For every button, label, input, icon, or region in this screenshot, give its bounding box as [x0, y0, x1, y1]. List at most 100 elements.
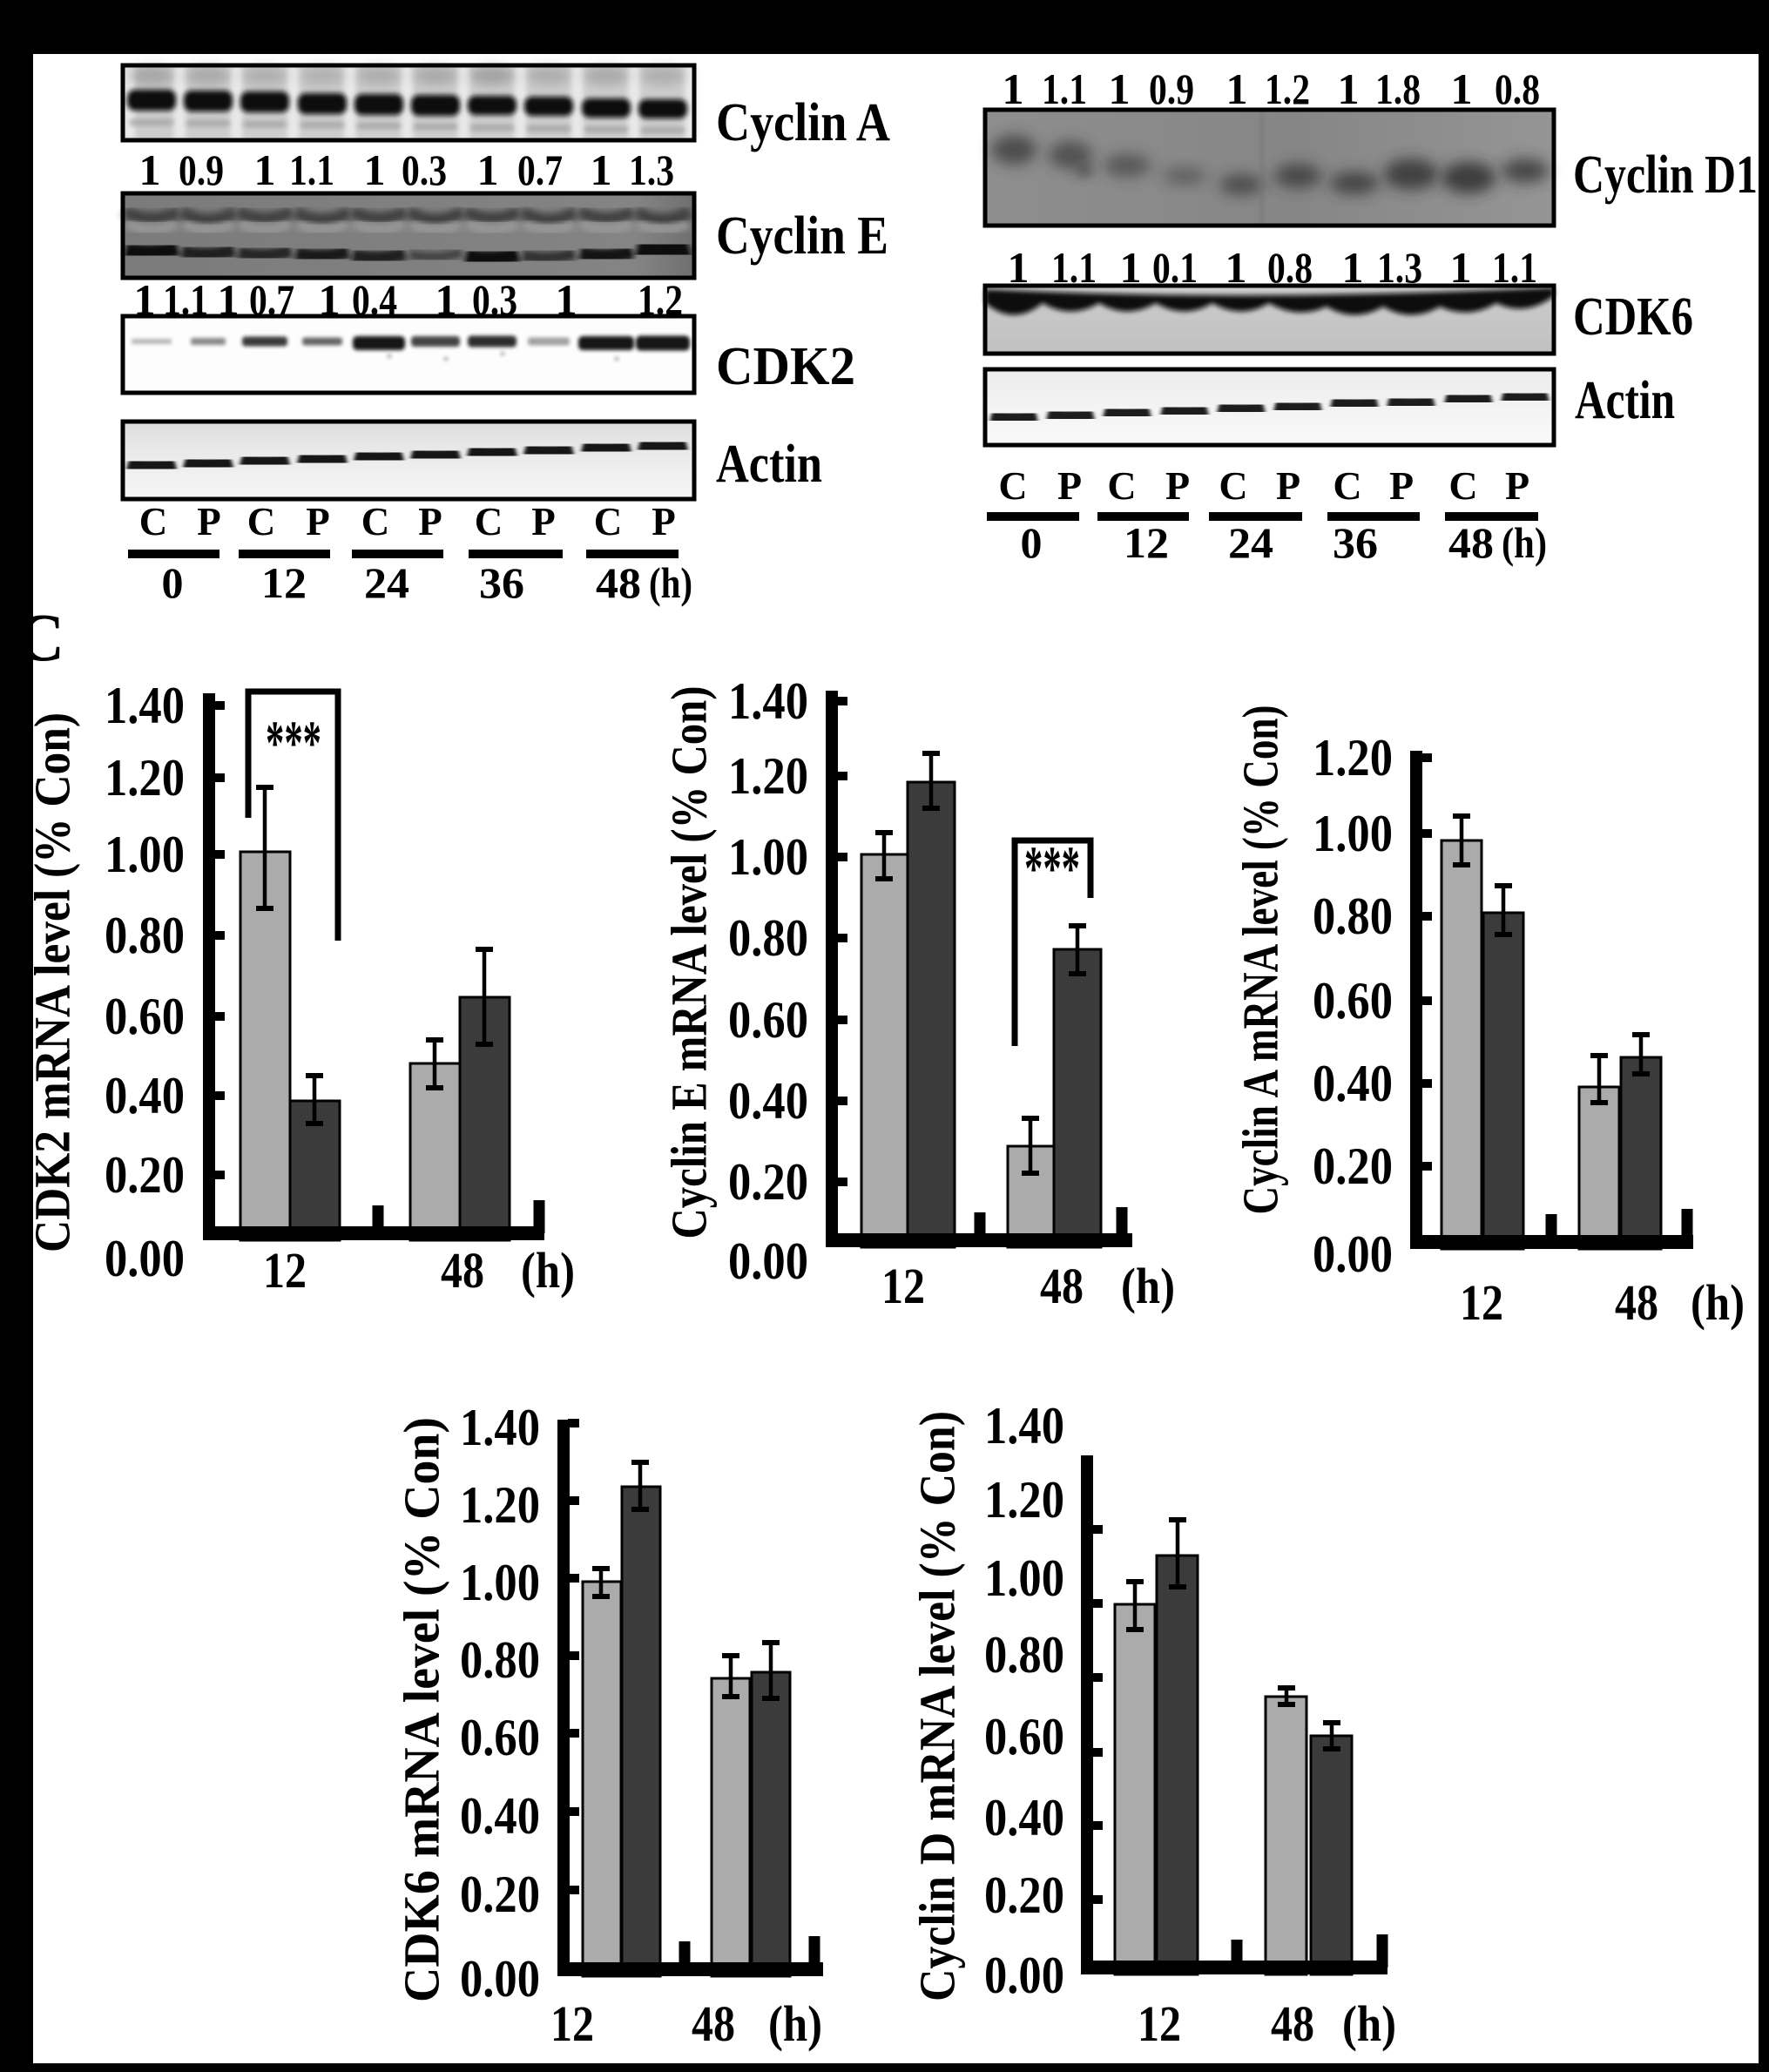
svg-text:1.00: 1.00: [728, 828, 808, 886]
svg-text:0.7: 0.7: [517, 145, 563, 194]
svg-text:0.20: 0.20: [105, 1146, 185, 1204]
svg-text:1.40: 1.40: [460, 1399, 540, 1456]
svg-text:P: P: [652, 500, 676, 543]
svg-text:0.20: 0.20: [460, 1866, 540, 1923]
svg-text:48: 48: [596, 558, 641, 607]
svg-text:C: C: [1448, 463, 1477, 508]
svg-text:0.60: 0.60: [984, 1708, 1064, 1765]
svg-text:0.80: 0.80: [460, 1631, 540, 1689]
svg-text:0.60: 0.60: [460, 1709, 540, 1766]
svg-text:1.3: 1.3: [629, 145, 674, 194]
svg-text:0.00: 0.00: [105, 1230, 185, 1287]
svg-text:1.40: 1.40: [105, 677, 185, 734]
svg-text:1: 1: [477, 145, 499, 194]
svg-text:48: 48: [692, 1995, 735, 2052]
svg-text:1.00: 1.00: [105, 826, 185, 883]
svg-text:Cyclin A mRNA level (% Con): Cyclin A mRNA level (% Con): [1232, 705, 1289, 1215]
svg-text:48: 48: [1615, 1274, 1658, 1331]
svg-text:1.20: 1.20: [105, 749, 185, 807]
svg-text:12: 12: [263, 1242, 307, 1299]
svg-text:0.00: 0.00: [984, 1947, 1064, 2004]
svg-text:(h): (h): [768, 1995, 822, 2052]
svg-text:1: 1: [1109, 64, 1131, 113]
svg-text:CDK2: CDK2: [716, 337, 855, 396]
svg-text:CDK6 mRNA level (% Con): CDK6 mRNA level (% Con): [394, 1417, 450, 2002]
svg-text:0.9: 0.9: [179, 145, 224, 194]
svg-text:Actin: Actin: [1575, 371, 1675, 430]
svg-text:0.80: 0.80: [984, 1626, 1064, 1684]
svg-text:1: 1: [1003, 64, 1024, 113]
svg-text:P: P: [1276, 463, 1300, 508]
svg-text:1.2: 1.2: [1265, 64, 1310, 113]
svg-text:48: 48: [1448, 518, 1494, 567]
svg-text:0.00: 0.00: [1313, 1225, 1393, 1283]
svg-text:Cyclin D1: Cyclin D1: [1573, 145, 1758, 205]
svg-text:1: 1: [1226, 64, 1248, 113]
svg-text:C: C: [475, 500, 503, 543]
svg-text:0.3: 0.3: [402, 145, 447, 194]
svg-text:12: 12: [1138, 1995, 1181, 2052]
svg-text:12: 12: [1124, 518, 1169, 567]
svg-text:12: 12: [1460, 1274, 1503, 1331]
svg-text:(h): (h): [1121, 1258, 1175, 1314]
svg-text:0.80: 0.80: [105, 907, 185, 964]
svg-text:0.40: 0.40: [105, 1067, 185, 1124]
svg-text:36: 36: [479, 558, 524, 607]
svg-text:Cyclin E mRNA level (% Con): Cyclin E mRNA level (% Con): [661, 686, 718, 1239]
svg-text:0.60: 0.60: [728, 991, 808, 1049]
svg-text:Cyclin D mRNA level (% Con): Cyclin D mRNA level (% Con): [909, 1411, 966, 2001]
svg-text:P: P: [306, 500, 330, 543]
svg-text:C: C: [594, 500, 623, 543]
svg-text:0.40: 0.40: [728, 1072, 808, 1130]
svg-text:1: 1: [1338, 64, 1360, 113]
svg-text:1: 1: [591, 145, 612, 194]
svg-text:C: C: [139, 500, 168, 543]
svg-text:0.00: 0.00: [728, 1232, 808, 1290]
svg-text:1: 1: [254, 145, 276, 194]
svg-text:0.40: 0.40: [984, 1789, 1064, 1846]
svg-text:0.80: 0.80: [1313, 888, 1393, 945]
svg-text:0: 0: [162, 558, 184, 607]
svg-text:0.40: 0.40: [1313, 1055, 1393, 1112]
svg-text:1: 1: [139, 145, 161, 194]
svg-text:48: 48: [1040, 1258, 1084, 1314]
svg-text:1.20: 1.20: [460, 1476, 540, 1534]
svg-text:(h): (h): [521, 1242, 575, 1299]
svg-text:***: ***: [1024, 834, 1080, 903]
svg-text:0.60: 0.60: [1313, 972, 1393, 1029]
svg-text:12: 12: [261, 558, 307, 607]
svg-text:C: C: [1333, 463, 1361, 508]
svg-text:0: 0: [1021, 518, 1043, 567]
svg-text:1.1: 1.1: [289, 145, 334, 194]
svg-text:0.20: 0.20: [984, 1866, 1064, 1924]
svg-text:0.9: 0.9: [1149, 64, 1194, 113]
svg-text:0.20: 0.20: [1313, 1137, 1393, 1195]
svg-text:P: P: [1389, 463, 1414, 508]
svg-text:Cyclin A: Cyclin A: [716, 93, 890, 152]
svg-text:(h): (h): [1502, 518, 1547, 567]
svg-text:24: 24: [364, 558, 409, 607]
svg-text:(h): (h): [1691, 1274, 1745, 1331]
svg-text:(h): (h): [1342, 1995, 1396, 2052]
svg-text:***: ***: [266, 708, 321, 778]
svg-text:P: P: [1057, 463, 1082, 508]
svg-text:24: 24: [1228, 518, 1273, 567]
svg-text:C: C: [1107, 463, 1136, 508]
svg-text:1.20: 1.20: [728, 747, 808, 805]
svg-text:0.60: 0.60: [105, 988, 185, 1045]
svg-text:1.20: 1.20: [1313, 729, 1393, 786]
svg-text:1.8: 1.8: [1375, 64, 1421, 113]
svg-text:1.40: 1.40: [984, 1397, 1064, 1454]
svg-text:0.80: 0.80: [728, 909, 808, 967]
svg-text:0.20: 0.20: [728, 1153, 808, 1211]
svg-text:12: 12: [550, 1995, 594, 2052]
svg-text:CDK6: CDK6: [1573, 287, 1693, 347]
svg-text:36: 36: [1333, 518, 1378, 567]
svg-text:0.8: 0.8: [1495, 64, 1540, 113]
svg-text:48: 48: [441, 1242, 484, 1299]
svg-text:1.00: 1.00: [1313, 805, 1393, 862]
svg-text:C: C: [247, 500, 276, 543]
svg-text:1.00: 1.00: [984, 1549, 1064, 1607]
svg-text:1.00: 1.00: [460, 1554, 540, 1611]
svg-text:P: P: [531, 500, 556, 543]
